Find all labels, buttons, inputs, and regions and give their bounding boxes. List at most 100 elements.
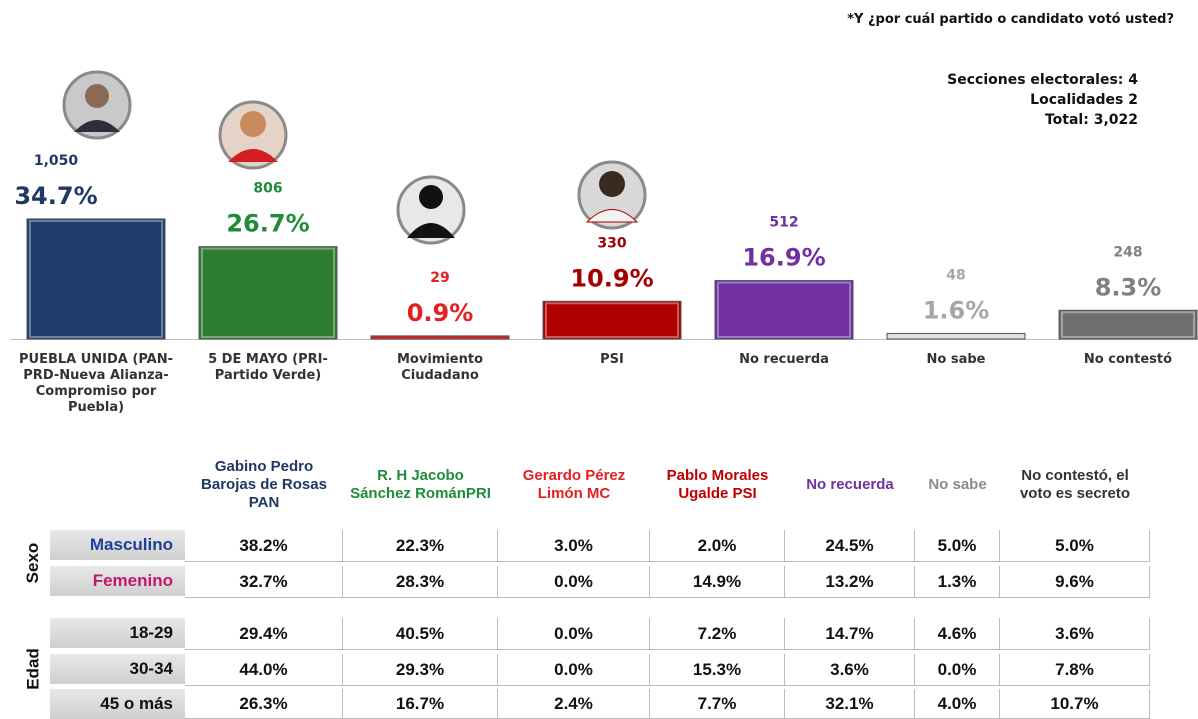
- bar-highlight: [545, 302, 679, 339]
- table-cell: 1.3%: [915, 566, 1000, 598]
- bar-highlight: [29, 219, 163, 338]
- photo-face: [599, 171, 625, 197]
- value-label: 10.9%: [570, 264, 653, 292]
- table-cell: 16.7%: [343, 689, 498, 719]
- photo-face: [240, 111, 266, 137]
- bar: [198, 246, 338, 340]
- table-cell: 28.3%: [343, 566, 498, 598]
- category-label: PUEBLA UNIDA (PAN-PRD-Nueva Alianza-Comp…: [18, 352, 173, 415]
- table-cell: 14.9%: [650, 566, 785, 598]
- photo-body: [74, 120, 120, 132]
- bar: [1058, 309, 1198, 340]
- bar-highlight: [717, 281, 851, 338]
- bar: [370, 335, 510, 340]
- table-cell: 29.3%: [343, 654, 498, 686]
- category-label: Movimiento Ciudadano: [396, 352, 484, 383]
- table-cell: 29.4%: [185, 618, 343, 650]
- table-cell: 9.6%: [1000, 566, 1150, 598]
- column-header: No sabe: [928, 476, 987, 493]
- value-label: 1.6%: [923, 296, 990, 324]
- info-line: Localidades 2: [1030, 92, 1138, 108]
- count-label: 29: [430, 270, 449, 286]
- table-cell: 7.7%: [650, 689, 785, 719]
- table-cell: 7.2%: [650, 618, 785, 650]
- chart: 34.7% 1,050 26.7% 806 0.9% 29 10.9% 330 16.9% 512…: [10, 70, 1198, 340]
- bar: [542, 300, 682, 340]
- category-label: PSI: [600, 352, 624, 367]
- table-cell: 22.3%: [343, 530, 498, 562]
- column-header: No recuerda: [806, 476, 894, 493]
- question: *Y ¿por cuál partido o candidato votó us…: [847, 12, 1174, 27]
- table-cell: 7.8%: [1000, 654, 1150, 686]
- candidate-photos: [62, 70, 647, 245]
- table-cell: 40.5%: [343, 618, 498, 650]
- photo-body: [585, 209, 639, 223]
- table-cell: 0.0%: [915, 654, 1000, 686]
- bar-highlight: [889, 334, 1023, 338]
- photo: [396, 175, 466, 245]
- table-cell: 32.1%: [785, 689, 915, 719]
- count-label: 48: [946, 267, 965, 283]
- table-cell: 3.6%: [785, 654, 915, 686]
- row-label: 18-29: [50, 618, 185, 650]
- table-cell: 2.4%: [498, 689, 650, 719]
- group-label: Sexo: [23, 542, 42, 584]
- photo-face: [419, 185, 443, 209]
- table-cell: 0.0%: [498, 654, 650, 686]
- table-cell: 24.5%: [785, 530, 915, 562]
- column-header: Gerardo Pérez Limón MC: [522, 467, 626, 502]
- table-cell: 10.7%: [1000, 689, 1150, 719]
- column-header: Gabino Pedro Barojas de Rosas PAN: [201, 458, 327, 511]
- table-cell: 15.3%: [650, 654, 785, 686]
- bar: [714, 280, 854, 340]
- value-label: 34.7%: [14, 182, 97, 210]
- category-label: No contestó: [1083, 352, 1173, 367]
- bar-highlight: [1061, 311, 1195, 339]
- column-header: No contestó, el voto es secreto: [1019, 467, 1131, 502]
- count-label: 512: [769, 215, 798, 231]
- bar-highlight: [201, 247, 335, 338]
- table-cell: 3.6%: [1000, 618, 1150, 650]
- table-cell: 5.0%: [915, 530, 1000, 562]
- table-cell: 44.0%: [185, 654, 343, 686]
- table-cell: 5.0%: [1000, 530, 1150, 562]
- column-header: R. H Jacobo Sánchez RománPRI: [350, 467, 491, 502]
- row-label: 45 o más: [50, 689, 185, 719]
- bar: [26, 218, 166, 340]
- table-cell: 26.3%: [185, 689, 343, 719]
- value-label: 16.9%: [742, 244, 825, 272]
- value-label: 26.7%: [226, 210, 309, 238]
- category-label: 5 DE MAYO (PRI-Partido Verde): [208, 352, 328, 383]
- count-label: 1,050: [34, 153, 79, 169]
- table-cell: 2.0%: [650, 530, 785, 562]
- table-cell: 0.0%: [498, 566, 650, 598]
- value-label: 8.3%: [1095, 273, 1162, 301]
- table-cell: 13.2%: [785, 566, 915, 598]
- row-label: 30-34: [50, 654, 185, 686]
- info-line: Secciones electorales: 4: [947, 72, 1138, 88]
- group-label: Edad: [23, 647, 42, 690]
- table-cell: 32.7%: [185, 566, 343, 598]
- table-cell: 4.6%: [915, 618, 1000, 650]
- table-cell: 4.0%: [915, 689, 1000, 719]
- category-label: No recuerda: [739, 352, 829, 367]
- photo-body: [228, 149, 278, 162]
- table-cell: 38.2%: [185, 530, 343, 562]
- table-cell: 0.0%: [498, 618, 650, 650]
- count-label: 330: [597, 235, 626, 251]
- bar: [886, 332, 1026, 340]
- category-label: No sabe: [926, 352, 986, 367]
- info-line: Total: 3,022: [1044, 112, 1138, 128]
- column-header: Pablo Morales Ugalde PSI: [666, 467, 769, 502]
- row-label: Masculino: [50, 530, 185, 562]
- count-label: 248: [1113, 244, 1142, 260]
- table-cell: 3.0%: [498, 530, 650, 562]
- row-label: Femenino: [50, 566, 185, 598]
- photo-body: [407, 223, 455, 238]
- count-label: 806: [253, 181, 282, 197]
- info-box: Secciones electorales: 4 Localidades 2 Tot…: [947, 70, 1138, 130]
- value-label: 0.9%: [407, 299, 474, 327]
- photo-face: [85, 84, 109, 108]
- table-cell: 14.7%: [785, 618, 915, 650]
